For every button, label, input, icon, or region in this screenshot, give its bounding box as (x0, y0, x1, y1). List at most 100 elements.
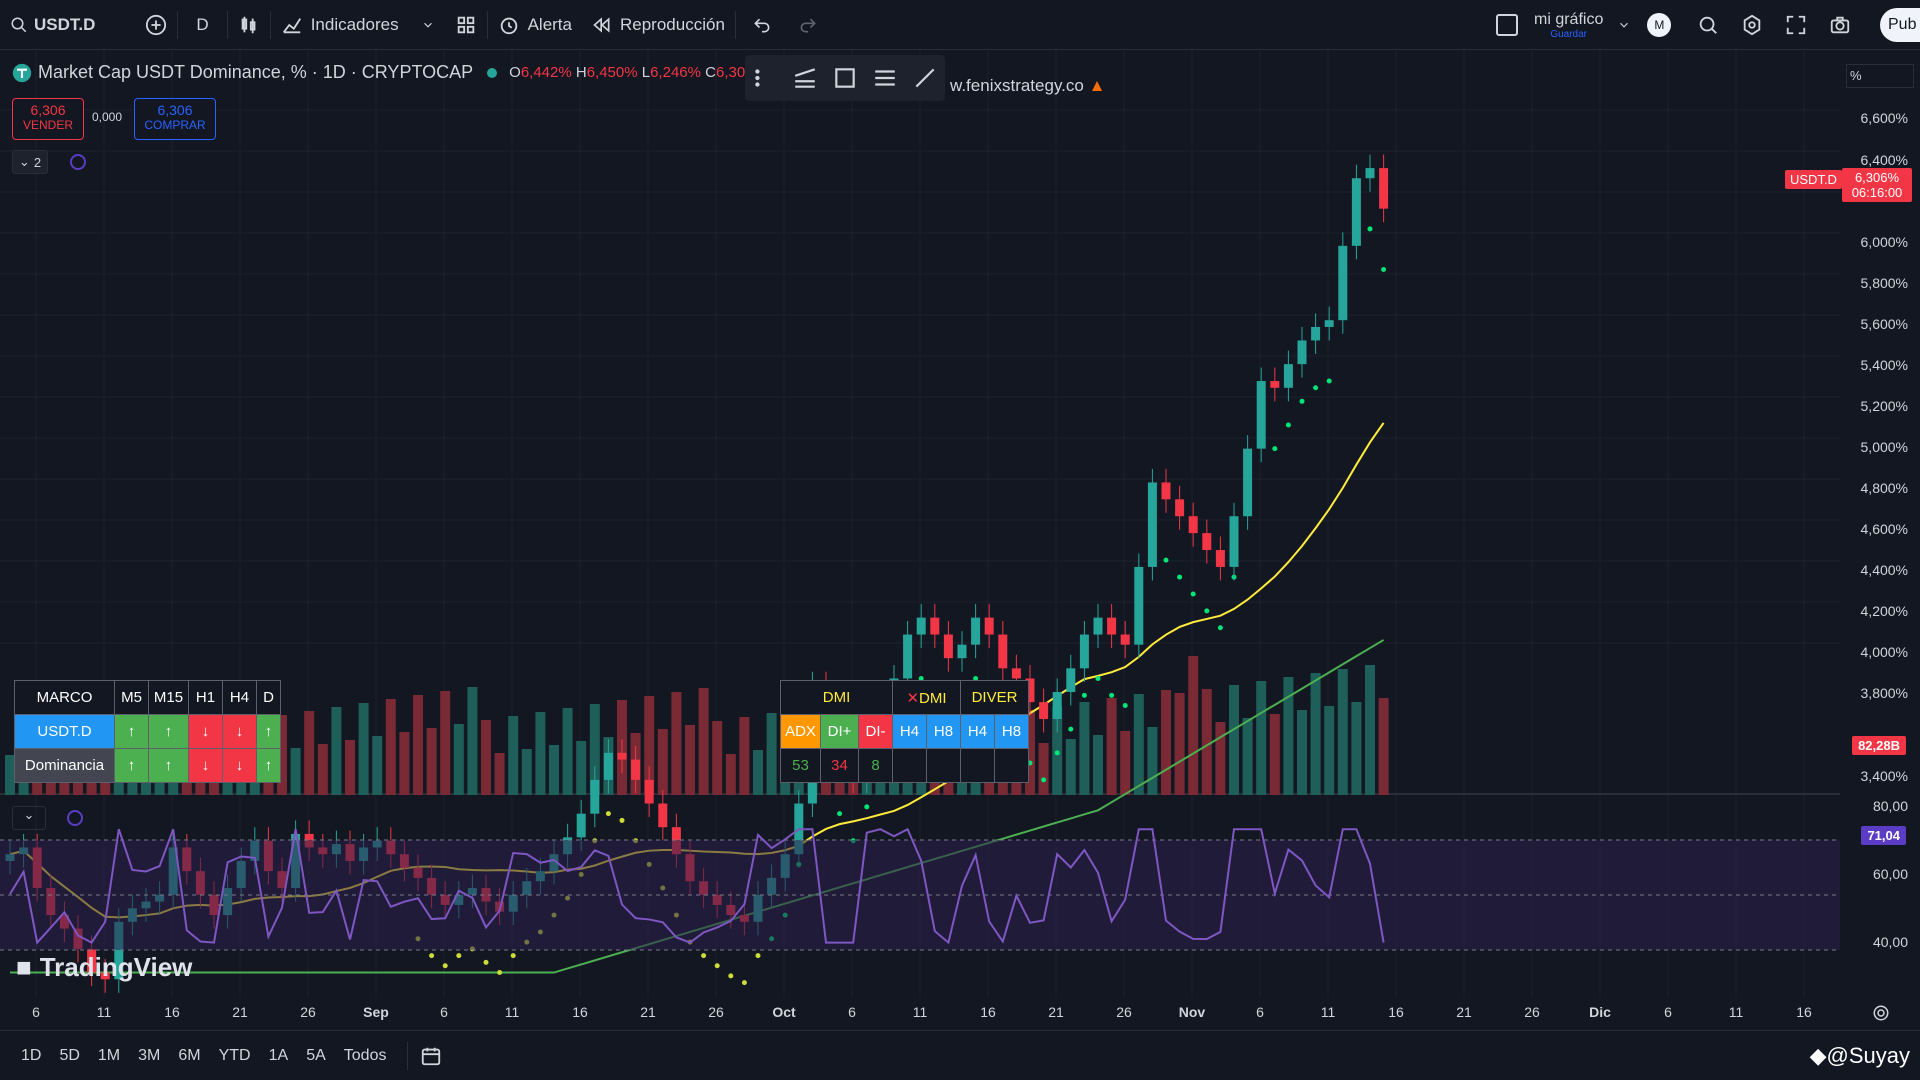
timeframe-3m[interactable]: 3M (138, 1046, 161, 1064)
candle-body (1175, 499, 1185, 517)
chevron-down-icon[interactable] (1617, 18, 1631, 32)
scale-unit[interactable]: % (1846, 64, 1914, 88)
time-label: Sep (363, 1004, 389, 1020)
volume-bar (535, 712, 546, 795)
chart-canvas[interactable] (0, 50, 1840, 998)
tradingview-watermark[interactable]: ■ TradingView (16, 952, 192, 983)
candle-body (576, 813, 586, 838)
timeframe-1a[interactable]: 1A (268, 1046, 289, 1064)
ray-icon[interactable] (912, 65, 938, 91)
fullscreen-icon[interactable] (1785, 14, 1807, 36)
series-title[interactable]: Market Cap USDT Dominance, % · 1D · CRYP… (38, 62, 474, 82)
candle-body (114, 921, 124, 980)
layout-checkbox[interactable] (1496, 14, 1518, 36)
indicators-collapse[interactable]: ⌄ 2 (12, 150, 48, 174)
fire-icon: ▲ (1088, 76, 1106, 95)
rsi-pane (0, 827, 1840, 951)
volume-bar (1120, 731, 1131, 795)
gear-icon[interactable] (1872, 1004, 1890, 1022)
volume-bar (1025, 710, 1035, 795)
volume-bar (1242, 718, 1253, 795)
candle-body (1079, 634, 1089, 669)
candle-body (957, 644, 967, 659)
bar-countdown: 06:16:00 (1851, 185, 1903, 200)
calendar-icon[interactable] (420, 1045, 442, 1067)
candle-body (1025, 678, 1035, 703)
volume-bar (1269, 714, 1280, 795)
symbol-price-tag: USDT.D (1785, 170, 1842, 189)
volume-bar (576, 741, 587, 795)
indicators-button[interactable]: Indicadores (271, 0, 445, 50)
undo-button[interactable] (736, 0, 788, 50)
timeframe-all[interactable]: Todos (343, 1046, 387, 1064)
symbol-search[interactable]: USDT.D (0, 0, 105, 50)
rsi-collapse[interactable]: ⌄ (12, 806, 46, 830)
camera-icon[interactable] (1829, 14, 1851, 36)
trend-line-icon[interactable] (792, 65, 818, 91)
divider (226, 10, 228, 39)
cell-up: ↑ (114, 714, 149, 749)
indicators-icon (282, 17, 301, 33)
quick-search-icon[interactable] (1697, 14, 1719, 36)
chart-type-button[interactable] (228, 0, 270, 50)
drawing-toolbar (745, 55, 945, 101)
alert-button[interactable]: Alerta (488, 0, 582, 50)
replay-button[interactable]: Reproducción (582, 0, 735, 50)
avatar[interactable]: M (1647, 13, 1672, 37)
h4-header: H4 (222, 680, 257, 715)
signal-dot (1381, 266, 1387, 272)
rectangle-icon[interactable] (832, 65, 858, 91)
price-label: 4,400% (1860, 562, 1908, 578)
price-axis[interactable]: % 6,600% 6,400% 6,000% 5,800% 5,600% 5,4… (1840, 50, 1920, 998)
add-circle-icon (146, 14, 167, 35)
timeframe-1m[interactable]: 1M (97, 1046, 121, 1064)
time-label: 21 (640, 1004, 656, 1020)
candle-body (87, 948, 97, 973)
buy-button[interactable]: 6,306 COMPRAR (134, 98, 216, 140)
volume-bar (1188, 656, 1199, 795)
volume-bar (1324, 706, 1335, 795)
signal-dot (1081, 692, 1087, 698)
timeframe-6m[interactable]: 6M (178, 1046, 201, 1064)
watermark-text: TradingView (39, 952, 193, 982)
price-label: 5,800% (1860, 275, 1908, 291)
templates-button[interactable] (445, 0, 487, 50)
candle-body (971, 617, 981, 645)
sell-button[interactable]: 6,306 VENDER (12, 98, 84, 140)
candle-body (1256, 381, 1266, 449)
signal-dot (1272, 446, 1278, 452)
price-label: 4,800% (1860, 480, 1908, 496)
redo-button[interactable] (788, 0, 828, 50)
compare-button[interactable] (105, 0, 177, 50)
volume-bar (453, 724, 464, 795)
market-status-dot (487, 67, 498, 78)
drag-handle-icon[interactable] (752, 65, 778, 91)
divider (407, 1041, 409, 1070)
loading-icon (70, 154, 86, 170)
price-label: 5,000% (1860, 439, 1908, 455)
volume-bar (549, 745, 559, 795)
signal-dot (1109, 692, 1115, 698)
chevron-down-icon: ⌄ (18, 154, 30, 169)
gear-icon[interactable] (1741, 14, 1763, 36)
timeframe-ytd[interactable]: YTD (218, 1046, 251, 1064)
layout-save[interactable]: Guardar (1550, 28, 1588, 40)
signal-dot (755, 953, 761, 959)
interval-button[interactable]: D (196, 14, 209, 34)
layout-selector[interactable]: mi gráfico Guardar (1534, 11, 1603, 40)
timeframe-5a[interactable]: 5A (306, 1046, 326, 1064)
ohlc-values: O6,442% H6,450% L6,246% C6,306% (509, 64, 767, 81)
signal-dot (728, 973, 734, 979)
volume-bar (5, 755, 15, 795)
price-label: 3,800% (1860, 685, 1908, 701)
signal-dot (1326, 378, 1332, 384)
dmi-header: DMI (780, 680, 893, 715)
timeframe-5d[interactable]: 5D (59, 1046, 80, 1064)
close-key: C (705, 64, 716, 81)
time-label: 6 (1664, 1004, 1672, 1020)
timeframe-1d[interactable]: 1D (21, 1046, 42, 1064)
candle-body (1229, 516, 1239, 567)
publish-button[interactable]: Pub (1880, 8, 1920, 42)
time-axis[interactable]: 6 11 16 21 26 Sep 6 11 16 21 26 Oct 6 11 16 21 26 Nov 6 11 1… (0, 998, 1840, 1028)
horizontal-lines-icon[interactable] (872, 65, 898, 91)
